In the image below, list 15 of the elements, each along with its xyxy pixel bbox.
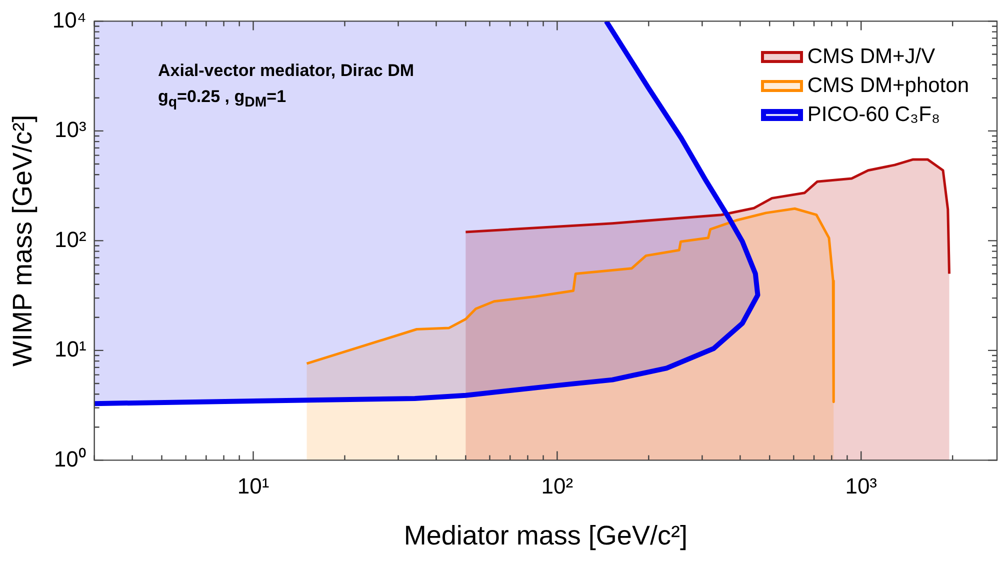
annotation: g$_{q}$=0.25 , g$_{DM}$=1 [158,86,288,112]
y-tick-label: 10³ [54,117,86,142]
x-axis-title: Mediator mass [GeV/c²] [404,520,688,550]
y-tick-label: 10⁴ [52,7,86,32]
y-tick-label: 10² [54,226,86,252]
x-tick-label: 10¹ [237,473,270,498]
y-axis-title: WIMP mass [GeV/c²] [8,114,38,366]
x-tick-label: 10² [541,473,574,498]
legend-label: CMS DM+photon [807,73,969,99]
x-tick-label: 10³ [845,473,877,498]
legend-label: PICO-60 C₃F₈ [807,102,940,128]
y-tick-label: 10⁰ [54,446,86,472]
y-tick-label: 10¹ [54,336,86,362]
legend-label: CMS DM+J/V [807,44,936,70]
annotation: Axial-vector mediator, Dirac DM [158,60,414,82]
